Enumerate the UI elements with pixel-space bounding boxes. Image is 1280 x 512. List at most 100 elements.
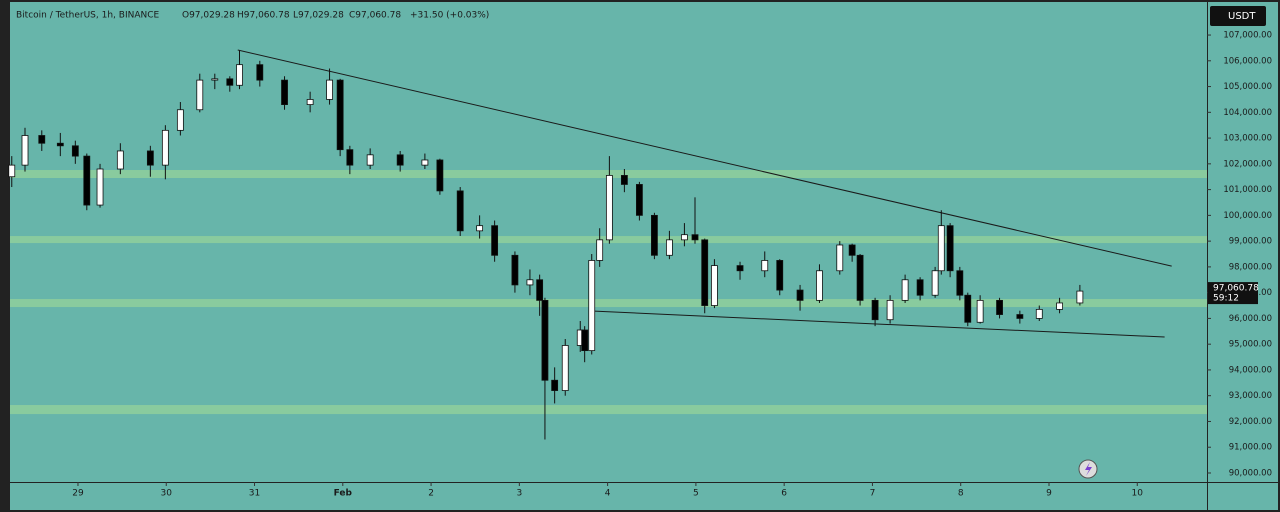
candle-body [635,184,643,216]
y-tick-label: 105,000.00 [1223,82,1272,92]
candle-body [491,225,499,256]
y-tick-label: 91,000.00 [1229,443,1272,453]
candle-body [8,164,16,178]
candle-body [326,79,333,100]
x-tick-label: 31 [249,489,260,499]
candle-body [901,279,909,301]
header: Bitcoin / TetherUS, 1h, BINANCE O97,029.… [16,11,489,21]
candle-body [916,279,924,296]
candle-body [711,265,718,306]
candle-body [161,129,169,166]
candle-body [421,159,429,166]
candle-body [38,135,46,144]
candle-body [476,225,484,232]
y-tick-label: 101,000.00 [1223,185,1272,195]
candle-body [456,190,464,232]
candle-body [956,270,964,296]
candle-body [946,225,954,272]
x-tick-label: 29 [72,489,84,499]
candle-body [196,79,204,111]
candle-body [226,78,234,86]
support-zone [10,170,1207,179]
y-tick-label: 99,000.00 [1229,237,1272,247]
support-zone [10,405,1207,415]
x-tick-label: Feb [334,489,353,499]
candle-body [931,270,939,296]
x-tick-label: 5 [693,489,699,499]
y-tick-label: 93,000.00 [1229,391,1272,401]
icon-bolt[interactable] [1085,462,1092,476]
candle-body [871,299,879,321]
candle-body [1016,314,1024,319]
x-tick-label: 8 [958,489,964,499]
candle-body [1035,308,1043,319]
candle-body [536,279,544,301]
currency-button[interactable] [1210,6,1266,26]
trendline [237,49,1172,267]
y-tick-label: 104,000.00 [1223,108,1272,118]
candle-body [651,214,658,256]
candle-body [886,299,894,321]
y-tick-label: 98,000.00 [1229,262,1272,272]
candle-body [211,78,219,81]
candle-body [336,79,344,151]
candle-body [605,175,613,241]
y-tick-label: 95,000.00 [1229,340,1272,350]
chart-title: Bitcoin / TetherUS, 1h, BINANCE [16,11,160,21]
candle-body [396,154,404,166]
candle-body [816,270,823,301]
candle-body [176,109,184,131]
x-tick-label: 7 [870,489,876,499]
y-tick-label: 102,000.00 [1223,159,1272,169]
price-tag [1208,282,1258,305]
candle-body [620,175,628,185]
candle-body [56,142,64,147]
x-tick-label: 9 [1046,489,1052,499]
candle-body [588,260,596,352]
candle-body [1076,290,1084,304]
lightning-icon[interactable] [1078,459,1098,479]
candle-body [937,225,945,272]
candle-body [346,149,354,166]
candle-body [996,299,1003,315]
x-tick-label: 10 [1132,489,1144,499]
candle-body [761,260,769,272]
candle-body [306,99,314,105]
candle-body [736,265,744,272]
y-tick-label: 107,000.00 [1223,31,1272,41]
candle-body [146,150,154,166]
ohlc-low: L97,029.28 [293,11,344,21]
candle-body [511,254,519,286]
candle-body [701,239,709,306]
trendline [591,310,1165,338]
currency-label[interactable]: USDT [1228,11,1256,22]
x-tick-label: 6 [781,489,787,499]
candle-body [1056,302,1063,310]
candle-body [21,135,29,166]
candle-body [581,329,589,352]
candle-body [666,239,673,256]
ohlc-open: O97,029.28 [182,11,235,21]
candle-body [964,294,972,323]
candle-body [561,345,569,391]
x-tick-label: 3 [516,489,522,499]
candle-body [776,260,784,291]
candle-body [436,159,444,192]
y-tick-label: 96,000.00 [1229,314,1272,324]
y-tick-label: 90,000.00 [1229,468,1272,478]
countdown-label: 59:12 [1213,294,1239,304]
axis-corner [1208,483,1278,510]
candle-body [281,79,288,105]
candle-body [96,168,104,206]
x-tick-label: 2 [428,489,434,499]
candle-body [796,289,804,301]
x-tick-label: 30 [161,489,173,499]
candle-body [366,154,374,166]
price-tag-label: 97,060.78 [1213,284,1259,294]
candle-body [691,234,699,241]
support-zone [10,299,1207,308]
price-axis [1208,2,1278,482]
ohlc-high: H97,060.78 [237,11,290,21]
ohlc-change: +31.50 (+0.03%) [410,11,489,21]
